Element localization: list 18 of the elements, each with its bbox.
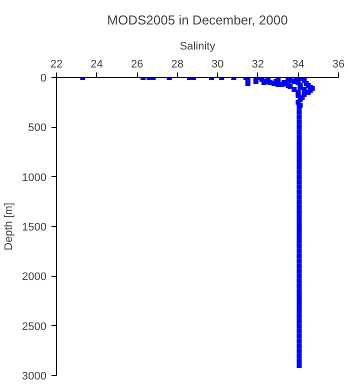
y-axis-title: Depth [m]: [3, 202, 16, 250]
y-tick-label: 3000: [22, 370, 47, 382]
x-tick-label: 36: [332, 58, 345, 70]
x-tick-label: 32: [252, 58, 264, 70]
x-tick-label: 26: [130, 58, 144, 70]
y-tick-label: 0: [40, 72, 47, 84]
x-tick-label: 22: [50, 58, 63, 70]
y-tick-label: 1000: [22, 172, 47, 184]
x-tick-label: 30: [212, 58, 224, 70]
x-tick-label: 24: [90, 58, 103, 70]
y-tick-label: 500: [28, 122, 47, 134]
y-tick-label: 2500: [22, 320, 47, 333]
x-axis-title: Salinity: [180, 40, 216, 52]
y-tick-label: 1500: [22, 222, 47, 234]
chart-title: MODS2005 in December, 2000: [107, 12, 288, 28]
x-tick-label: 34: [292, 58, 304, 70]
x-tick-label: 28: [171, 58, 184, 70]
y-tick-label: 2000: [22, 271, 47, 284]
